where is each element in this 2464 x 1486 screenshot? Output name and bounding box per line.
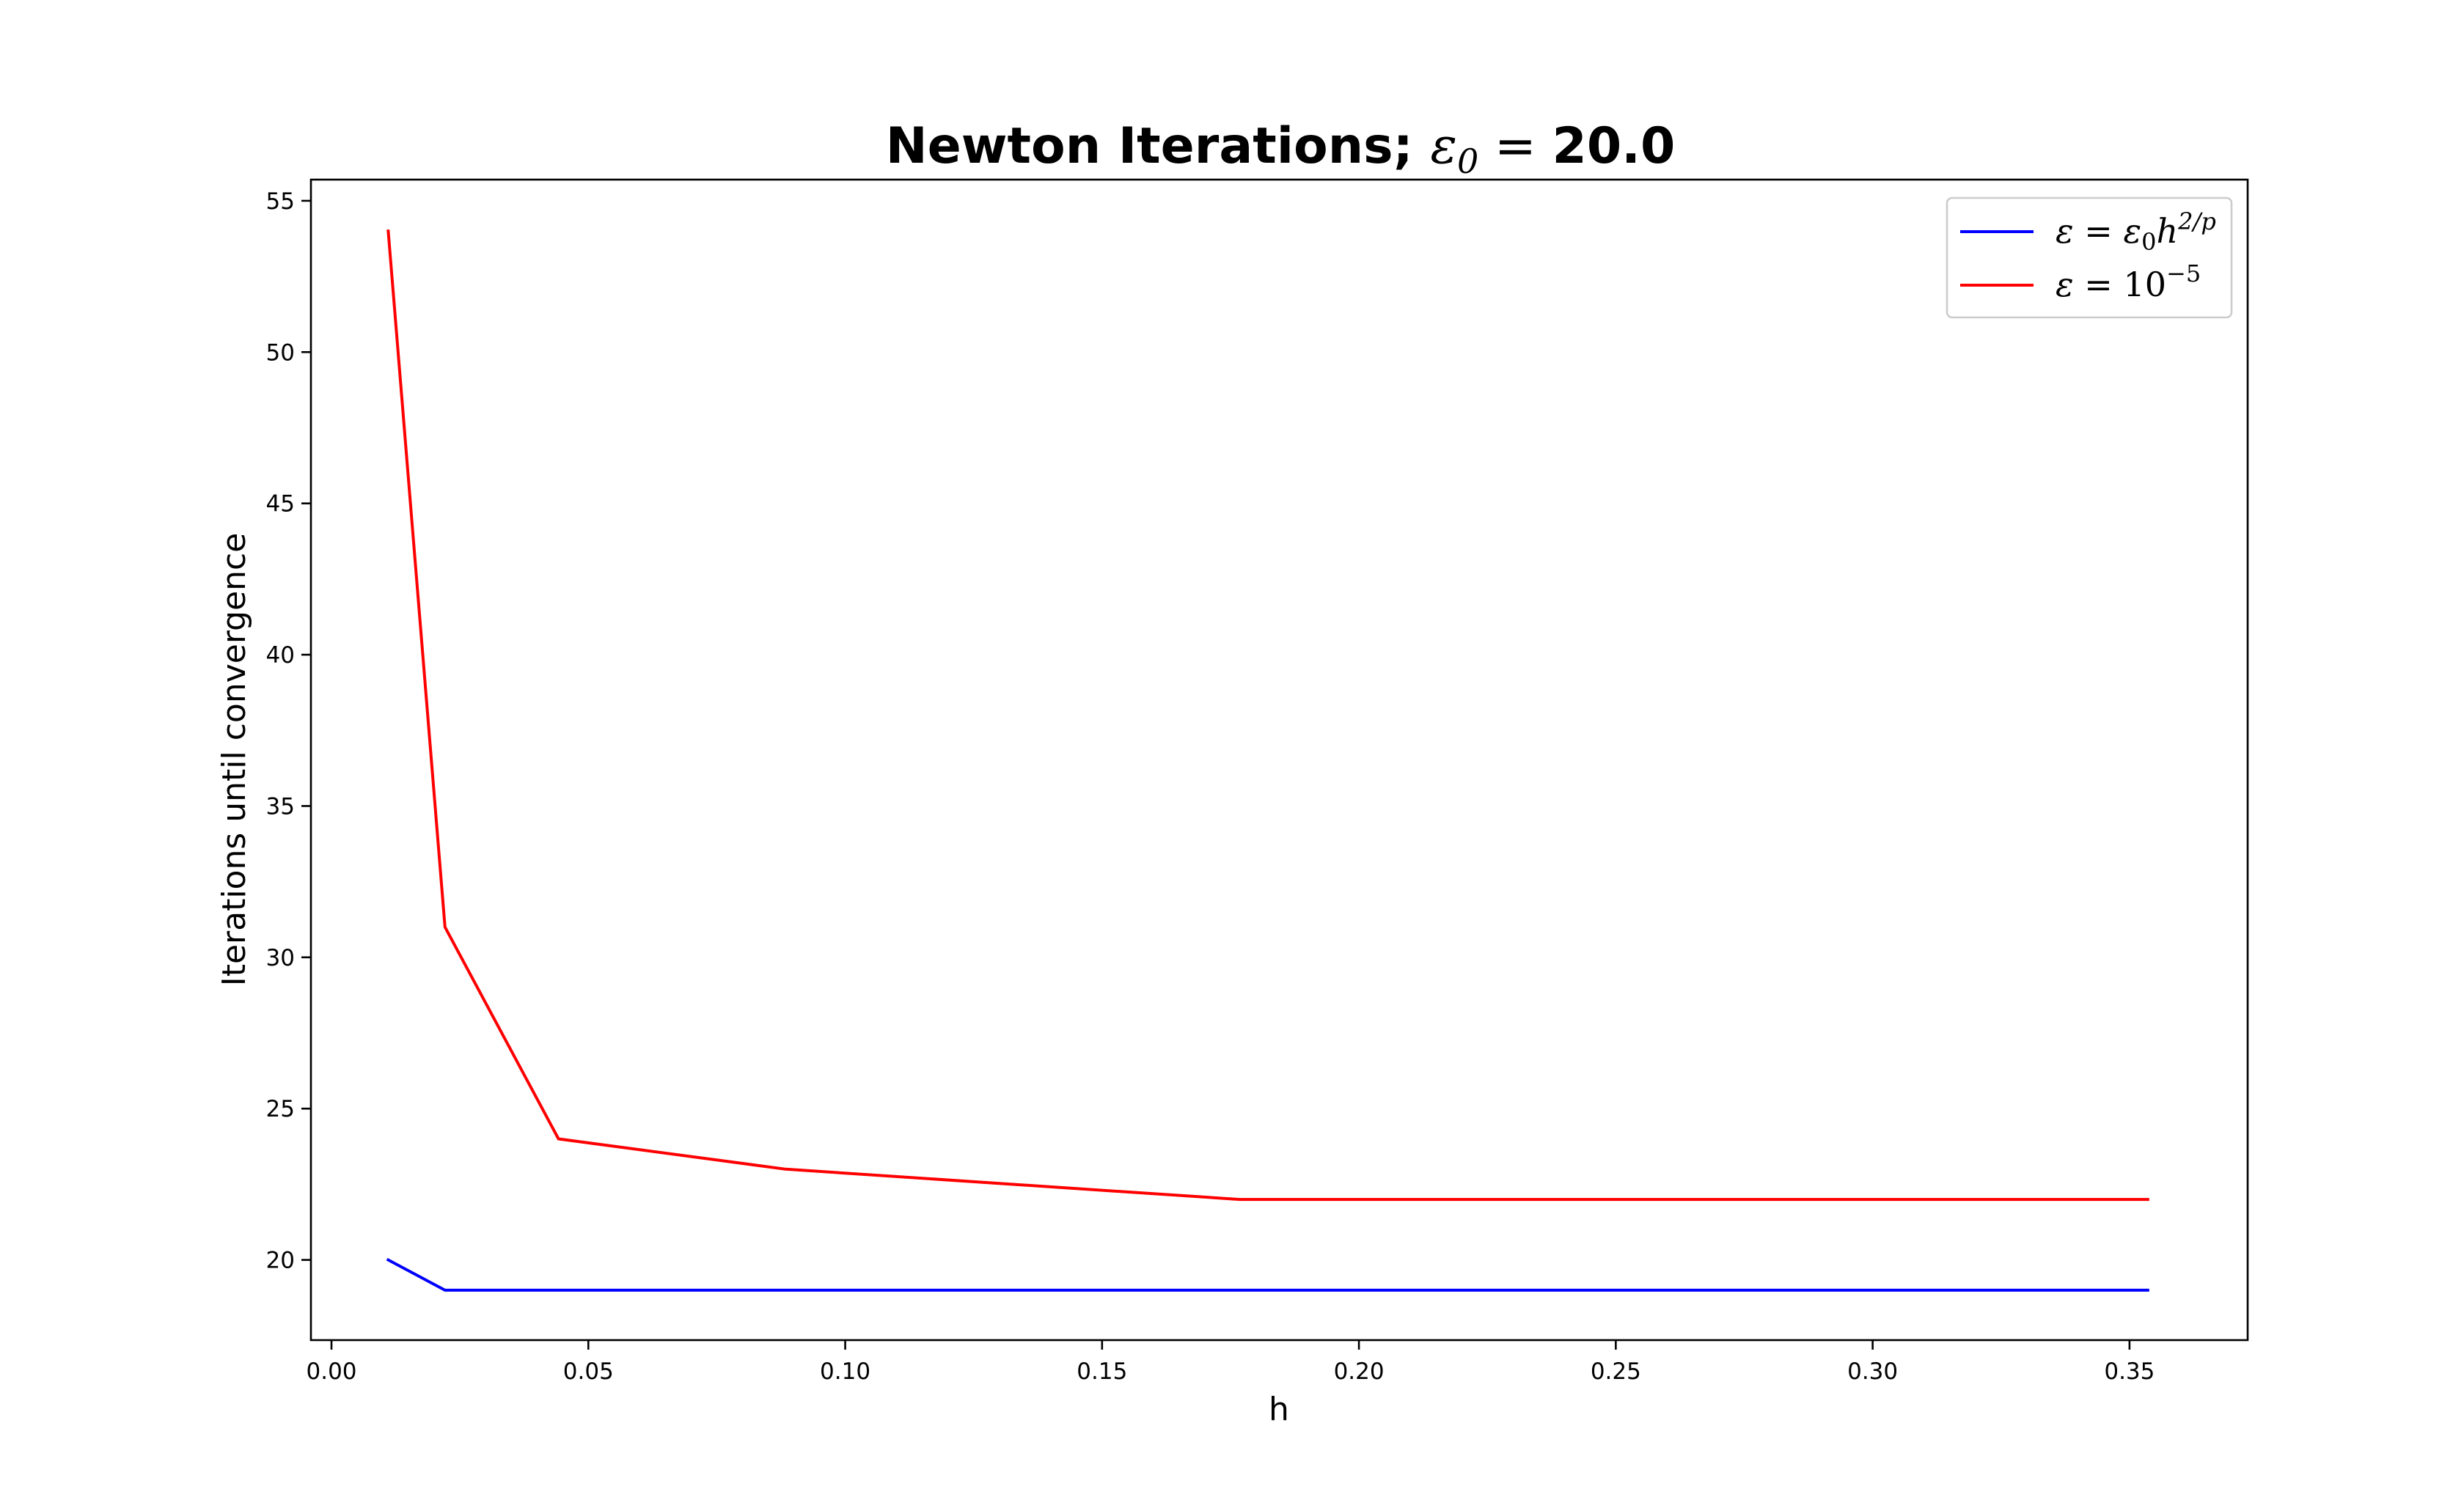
x-tick-label: 0.30	[1847, 1358, 1898, 1385]
x-tick-label: 0.00	[307, 1358, 357, 1385]
legend-2-eq: =	[2074, 265, 2124, 304]
series-line-1	[386, 1257, 2149, 1292]
x-tick-label: 0.20	[1334, 1358, 1385, 1385]
legend-label-series-1: ε = ε0h2/p	[2056, 207, 2216, 256]
x-tick-label: 0.05	[563, 1358, 614, 1385]
x-axis-label: h	[1269, 1391, 1289, 1428]
legend-2-sup: −5	[2166, 260, 2201, 287]
y-tick-label: 45	[266, 491, 295, 518]
legend-1-base: ε	[2123, 211, 2141, 251]
y-tick-label: 30	[266, 945, 295, 971]
x-tick-label: 0.10	[820, 1358, 870, 1385]
y-axis-label: Iterations until convergence	[216, 533, 253, 987]
legend-box	[1946, 196, 2233, 319]
x-tick-label: 0.25	[1591, 1358, 1641, 1385]
y-tick-label: 40	[266, 642, 295, 669]
legend-1-lhs: ε	[2056, 211, 2074, 251]
legend-2-base: 10	[2123, 265, 2166, 304]
y-axis-ticks: 20 25 30 35 40 45 50 55	[266, 188, 311, 1274]
title-value: 20.0	[1552, 117, 1676, 175]
series-layer	[386, 229, 2149, 1292]
y-tick-label: 35	[266, 793, 295, 820]
y-tick-label: 50	[266, 339, 295, 366]
legend-1-sub: 0	[2141, 228, 2156, 256]
title-epsilon: ε	[1431, 117, 1458, 175]
x-axis-ticks: 0.00 0.05 0.10 0.15 0.20 0.25 0.30 0.35	[307, 1340, 2155, 1385]
legend-1-eq: =	[2074, 211, 2124, 251]
legend: ε = ε0h2/p ε = 10−5	[1946, 196, 2233, 319]
series-line-2	[386, 229, 2149, 1202]
x-tick-label: 0.15	[1077, 1358, 1127, 1385]
title-subscript: 0	[1457, 141, 1478, 181]
y-tick-label: 55	[266, 188, 295, 215]
x-tick-label: 0.35	[2104, 1358, 2155, 1385]
y-tick-label: 20	[266, 1248, 295, 1274]
legend-1-sup: 2/p	[2177, 207, 2216, 235]
legend-label-series-2: ε = 10−5	[2056, 260, 2201, 304]
legend-2-lhs: ε	[2056, 265, 2074, 304]
plot-frame	[309, 178, 2249, 1342]
chart-title: Newton Iterations; ε0 = 20.0	[886, 117, 1676, 181]
title-equals: =	[1478, 117, 1552, 175]
legend-1-var: h	[2157, 211, 2179, 251]
y-tick-label: 25	[266, 1096, 295, 1122]
title-prefix: Newton Iterations;	[886, 117, 1431, 175]
